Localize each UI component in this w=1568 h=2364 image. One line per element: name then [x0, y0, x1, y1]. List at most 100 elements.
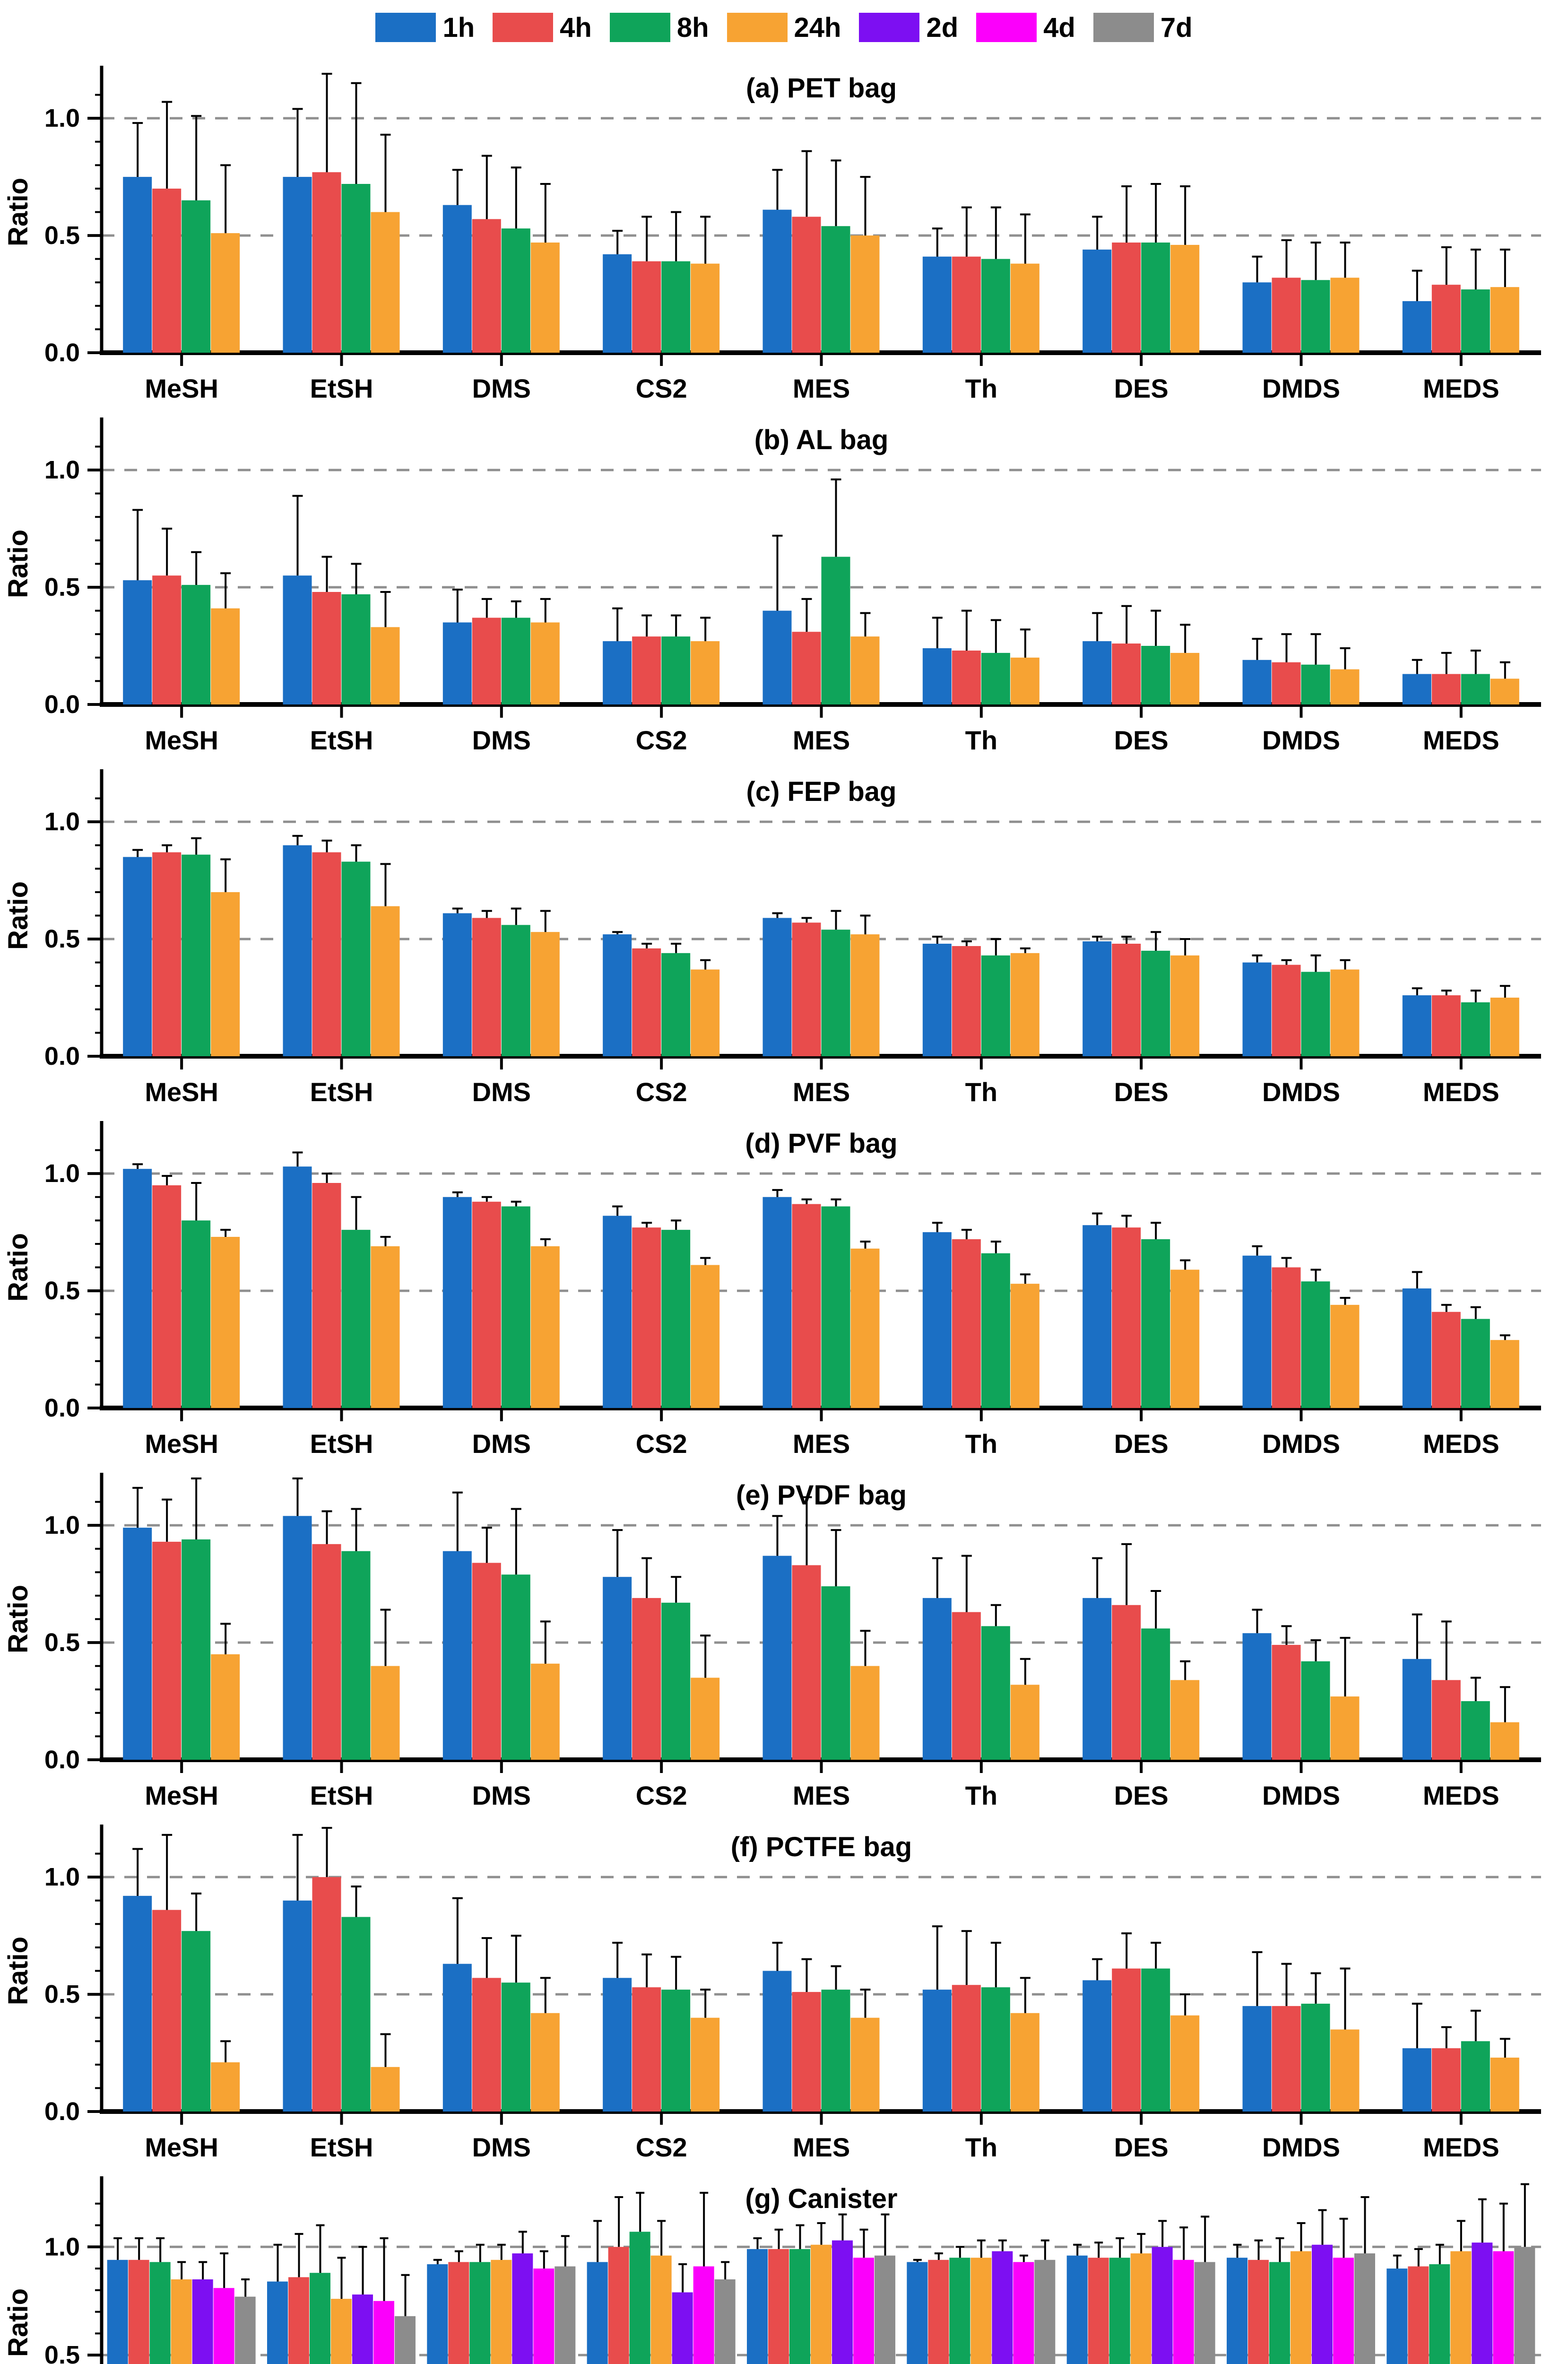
- bar-d-MES-8h: [821, 1206, 850, 1408]
- bar-c-MeSH-24h: [211, 892, 240, 1056]
- bar-d-EtSH-8h: [341, 1230, 371, 1408]
- bar-g-MeSH-7d: [234, 2296, 256, 2364]
- category-label-c-DMS: DMS: [472, 1077, 531, 1105]
- bar-f-Th-8h: [981, 1987, 1010, 2112]
- category-label-b-DMDS: DMDS: [1262, 725, 1340, 754]
- bar-g-EtSH-1h: [267, 2281, 288, 2364]
- bar-g-DMDS-4h: [1248, 2260, 1269, 2364]
- bar-f-CS2-1h: [603, 1978, 632, 2112]
- bar-c-DMDS-24h: [1330, 969, 1360, 1056]
- legend-swatch-8h: [609, 13, 670, 42]
- bar-f-MEDS-24h: [1490, 2057, 1519, 2112]
- bar-g-DMS-8h: [469, 2262, 491, 2364]
- bar-d-CS2-24h: [691, 1265, 720, 1408]
- bar-a-EtSH-8h: [341, 184, 371, 353]
- panel-title-b: (b) AL bag: [754, 425, 889, 455]
- bar-g-MeSH-24h: [171, 2279, 192, 2364]
- panel-a: 0.0 0.5 1.0 Ratio (a) PET bag MeSH EtSH DMS CS2 M…: [0, 50, 1568, 402]
- bar-e-DMDS-1h: [1242, 1633, 1272, 1760]
- category-label-b-MeSH: MeSH: [145, 725, 218, 754]
- bar-f-CS2-24h: [691, 2017, 720, 2112]
- legend-item-1h: 1h: [375, 12, 475, 43]
- bar-d-MEDS-24h: [1490, 1340, 1519, 1408]
- bar-b-EtSH-24h: [371, 627, 400, 704]
- category-label-f-Th: Th: [965, 2132, 997, 2161]
- category-label-c-DES: DES: [1114, 1077, 1169, 1105]
- bar-g-DMDS-24h: [1291, 2251, 1311, 2364]
- legend-item-4d: 4d: [976, 12, 1075, 43]
- bar-c-DES-24h: [1170, 955, 1200, 1056]
- bar-f-DMDS-4h: [1272, 2006, 1301, 2112]
- category-label-c-MeSH: MeSH: [145, 1077, 218, 1105]
- category-label-e-MES: MES: [793, 1781, 850, 1809]
- bar-g-Th-7d: [1034, 2260, 1056, 2364]
- bar-f-DMDS-1h: [1242, 2006, 1272, 2112]
- bar-a-MeSH-1h: [123, 177, 152, 353]
- bar-e-EtSH-24h: [371, 1666, 400, 1760]
- bar-e-MES-24h: [850, 1666, 880, 1760]
- bar-d-DMDS-4h: [1272, 1267, 1301, 1408]
- category-label-a-MeSH: MeSH: [145, 374, 218, 402]
- bar-e-Th-1h: [922, 1598, 952, 1760]
- panel-title-a: (a) PET bag: [746, 73, 897, 104]
- panel-e-chart: 0.0 0.5 1.0 Ratio (e) PVDF bag MeSH EtSH DMS CS2…: [3, 1473, 1541, 1809]
- y-tick-label-a-0.5: 0.5: [44, 221, 80, 250]
- bar-f-DMDS-24h: [1330, 2029, 1360, 2112]
- category-label-b-DMS: DMS: [472, 725, 531, 754]
- legend-swatch-7d: [1093, 13, 1154, 42]
- y-tick-label-b-0.0: 0.0: [44, 690, 80, 719]
- bar-a-MES-24h: [850, 235, 880, 353]
- bar-g-MES-4d: [853, 2258, 874, 2364]
- bar-c-CS2-8h: [661, 953, 691, 1056]
- bar-e-MEDS-8h: [1461, 1701, 1490, 1760]
- bar-g-DMDS-2d: [1312, 2244, 1333, 2364]
- bar-g-CS2-4h: [608, 2247, 629, 2364]
- y-tick-label-f-1.0: 1.0: [44, 1863, 80, 1891]
- bar-c-EtSH-1h: [283, 845, 312, 1056]
- bar-c-DES-1h: [1083, 941, 1112, 1056]
- category-label-d-MEDS: MEDS: [1423, 1429, 1499, 1457]
- bar-g-DES-24h: [1130, 2253, 1152, 2364]
- category-label-a-MES: MES: [793, 374, 850, 402]
- bar-f-DES-8h: [1141, 1968, 1170, 2112]
- y-axis-title-c: Ratio: [3, 881, 34, 950]
- legend-label-7d: 7d: [1160, 12, 1193, 43]
- bar-a-CS2-1h: [603, 254, 632, 353]
- bar-f-EtSH-4h: [312, 1877, 341, 2112]
- bar-e-MeSH-4h: [152, 1541, 182, 1760]
- bar-d-MEDS-8h: [1461, 1319, 1490, 1408]
- bar-e-DMS-1h: [442, 1551, 472, 1760]
- bar-d-Th-8h: [981, 1253, 1010, 1408]
- category-label-b-Th: Th: [965, 725, 997, 754]
- bar-c-MEDS-24h: [1490, 998, 1519, 1056]
- bar-d-Th-1h: [922, 1232, 952, 1408]
- bar-g-EtSH-24h: [331, 2299, 352, 2364]
- bar-d-DMS-24h: [530, 1246, 560, 1408]
- bar-d-MeSH-1h: [123, 1169, 152, 1408]
- bar-d-MEDS-4h: [1431, 1312, 1461, 1408]
- legend-item-8h: 8h: [609, 12, 709, 43]
- bar-a-MeSH-4h: [152, 188, 182, 353]
- bar-b-MEDS-1h: [1402, 674, 1431, 704]
- legend-item-2d: 2d: [859, 12, 958, 43]
- bar-c-EtSH-4h: [312, 852, 341, 1056]
- bar-g-CS2-2d: [672, 2292, 693, 2364]
- bar-d-DES-1h: [1083, 1225, 1112, 1408]
- bar-c-MeSH-8h: [182, 854, 211, 1056]
- bar-g-DES-7d: [1194, 2262, 1215, 2364]
- category-label-b-EtSH: EtSH: [310, 725, 373, 754]
- bar-f-DMS-4h: [472, 1978, 501, 2112]
- category-label-d-CS2: CS2: [636, 1429, 687, 1457]
- bar-a-MEDS-1h: [1402, 301, 1431, 353]
- y-tick-label-e-1.0: 1.0: [44, 1511, 80, 1539]
- legend-label-1h: 1h: [442, 12, 475, 43]
- bar-a-CS2-4h: [632, 261, 661, 353]
- bar-b-DMDS-24h: [1330, 669, 1360, 704]
- bar-g-EtSH-2d: [352, 2294, 373, 2364]
- bar-e-CS2-1h: [603, 1577, 632, 1760]
- bar-d-MES-24h: [850, 1248, 880, 1408]
- category-label-a-DMS: DMS: [472, 374, 531, 402]
- bar-a-EtSH-4h: [312, 172, 341, 353]
- bar-a-DMS-1h: [442, 205, 472, 353]
- bar-a-Th-4h: [952, 256, 981, 353]
